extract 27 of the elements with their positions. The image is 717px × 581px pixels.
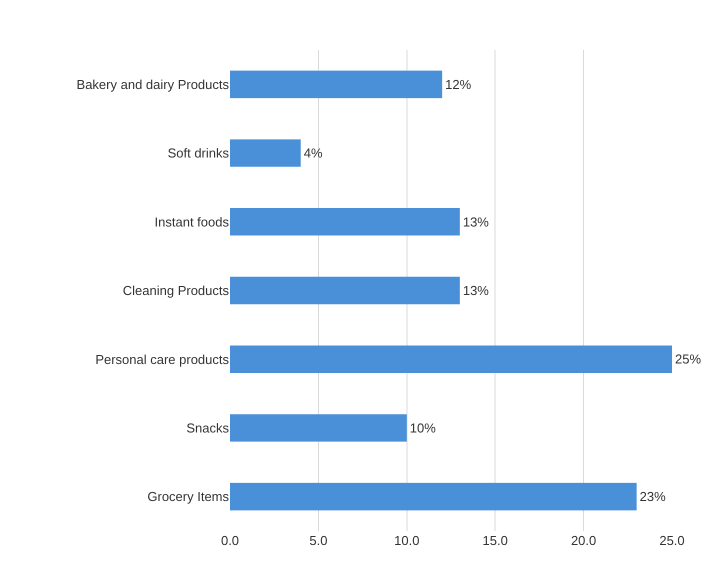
bar	[230, 414, 407, 442]
x-tick-label: 5.0	[309, 533, 328, 548]
y-tick-label: Personal care products	[95, 352, 230, 367]
x-tick-label: 20.0	[570, 533, 596, 548]
x-tick-label: 25.0	[659, 533, 685, 548]
data-label: 25%	[675, 352, 702, 367]
data-label: 13%	[462, 283, 490, 298]
bar	[230, 276, 460, 304]
x-tick-label: 10.0	[394, 533, 420, 548]
data-label: 10%	[410, 420, 436, 436]
y-tick-label: Soft drinks	[168, 146, 230, 161]
data-label: 4%	[304, 146, 323, 161]
data-label: 12%	[445, 76, 472, 92]
x-tick-label: 15.0	[482, 533, 508, 548]
bar	[230, 70, 442, 98]
bar	[230, 208, 460, 236]
bar	[230, 482, 637, 510]
bar	[230, 139, 301, 167]
y-tick-label: Bakery and dairy Products	[76, 76, 230, 92]
y-tick-label: Instant foods	[154, 214, 230, 230]
data-label: 13%	[462, 214, 490, 230]
y-tick-label: Snacks	[186, 420, 230, 436]
y-tick-label: Grocery Items	[147, 489, 230, 504]
y-tick-label: Cleaning Products	[122, 283, 230, 298]
data-label: 23%	[640, 489, 666, 504]
x-tick-label: 0.0	[220, 533, 240, 548]
bar	[230, 345, 672, 373]
